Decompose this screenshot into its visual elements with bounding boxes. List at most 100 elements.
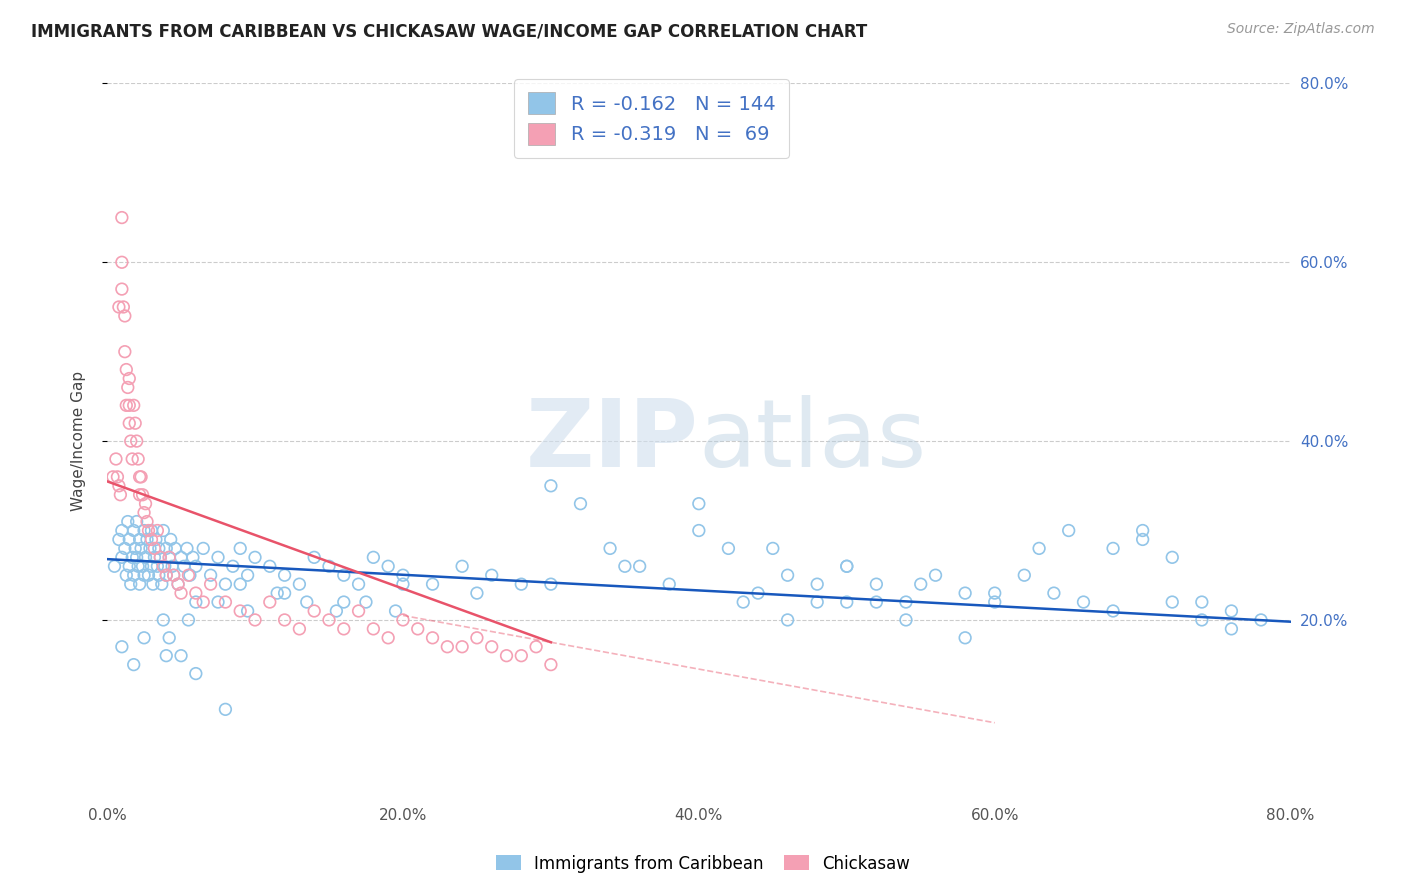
Point [599,541,621,556]
Point [717,541,740,556]
Point [835,559,858,574]
Point [177,568,200,582]
Point [184,666,207,681]
Point [132,506,155,520]
Point [124,541,146,556]
Text: IMMIGRANTS FROM CARIBBEAN VS CHICKASAW WAGE/INCOME GAP CORRELATION CHART: IMMIGRANTS FROM CARIBBEAN VS CHICKASAW W… [31,22,868,40]
Text: ZIP: ZIP [526,395,699,487]
Point [165,541,187,556]
Point [214,595,236,609]
Point [207,595,229,609]
Point [214,577,236,591]
Point [953,586,976,600]
Point [129,541,152,556]
Point [1073,595,1095,609]
Point [495,648,517,663]
Point [125,434,148,449]
Point [115,568,138,582]
Point [273,613,295,627]
Point [658,577,681,591]
Point [170,586,193,600]
Point [318,559,340,574]
Point [451,640,474,654]
Point [1191,595,1213,609]
Point [924,568,946,582]
Point [325,604,347,618]
Point [835,595,858,609]
Point [157,550,180,565]
Point [179,568,201,582]
Point [806,577,828,591]
Point [214,702,236,716]
Text: Source: ZipAtlas.com: Source: ZipAtlas.com [1227,22,1375,37]
Point [108,479,131,493]
Point [1161,550,1184,565]
Point [688,497,710,511]
Point [115,362,138,376]
Point [112,300,135,314]
Point [1161,595,1184,609]
Point [155,648,177,663]
Point [121,550,143,565]
Legend: R = -0.162   N = 144, R = -0.319   N =  69: R = -0.162 N = 144, R = -0.319 N = 69 [515,78,789,158]
Point [422,577,444,591]
Point [111,640,134,654]
Point [138,524,160,538]
Point [688,524,710,538]
Point [243,550,266,565]
Point [236,604,259,618]
Point [122,568,145,582]
Point [117,515,139,529]
Point [222,559,245,574]
Point [142,577,165,591]
Point [129,470,152,484]
Point [167,577,190,591]
Point [524,640,547,654]
Legend: Immigrants from Caribbean, Chickasaw: Immigrants from Caribbean, Chickasaw [489,848,917,880]
Point [333,622,356,636]
Point [132,631,155,645]
Point [894,613,917,627]
Point [139,541,162,556]
Point [138,568,160,582]
Point [128,577,150,591]
Point [118,559,141,574]
Point [1014,568,1036,582]
Point [132,568,155,582]
Point [1043,586,1066,600]
Point [1132,524,1154,538]
Point [110,488,132,502]
Point [148,541,170,556]
Point [131,559,153,574]
Point [160,559,183,574]
Point [259,559,281,574]
Point [120,434,142,449]
Point [184,559,207,574]
Point [157,550,180,565]
Point [173,559,195,574]
Point [128,533,150,547]
Point [983,595,1005,609]
Point [243,613,266,627]
Point [127,559,149,574]
Point [295,595,318,609]
Point [229,577,252,591]
Point [835,559,858,574]
Point [122,657,145,672]
Point [152,613,174,627]
Point [114,541,136,556]
Point [229,604,252,618]
Point [193,541,215,556]
Point [155,568,177,582]
Point [125,550,148,565]
Point [1132,533,1154,547]
Point [159,533,181,547]
Point [569,497,592,511]
Point [236,568,259,582]
Point [1102,541,1125,556]
Point [170,648,193,663]
Point [128,488,150,502]
Point [136,515,159,529]
Point [135,550,157,565]
Point [465,586,488,600]
